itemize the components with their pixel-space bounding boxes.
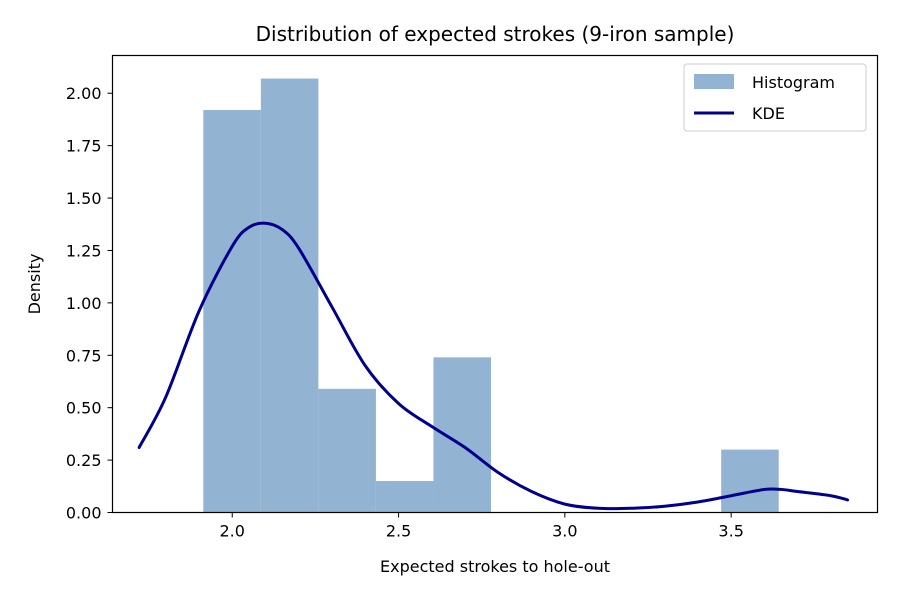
legend: Histogram KDE — [683, 63, 867, 132]
histogram-bar — [318, 388, 376, 513]
y-tick-label: 1.00 — [66, 294, 102, 313]
y-tick-label: 2.00 — [66, 84, 102, 103]
y-tick-label: 0.75 — [66, 346, 102, 365]
histogram-bar — [375, 481, 434, 513]
x-tick-label: 2.5 — [386, 522, 411, 541]
histogram-bar — [260, 78, 319, 513]
y-tick-label: 1.25 — [66, 241, 102, 260]
x-tick-label: 2.0 — [220, 522, 245, 541]
histogram-bar — [433, 357, 492, 513]
y-tick-label: 0.50 — [66, 399, 102, 418]
y-tick-label: 1.50 — [66, 189, 102, 208]
legend-kde-label: KDE — [752, 104, 785, 123]
kde-line — [137, 221, 850, 511]
legend-histogram-swatch — [694, 74, 734, 89]
y-axis-ticks: 0.00 0.25 0.50 0.75 1.00 1.25 1.50 1.75 2.00 — [66, 84, 113, 523]
y-tick-label: 0.00 — [66, 504, 102, 523]
x-axis-ticks: 2.0 2.5 3.0 3.5 — [220, 512, 744, 541]
chart-title: Distribution of expected strokes (9-iron… — [256, 22, 735, 46]
legend-histogram-label: Histogram — [752, 73, 835, 92]
y-tick-label: 1.75 — [66, 137, 102, 156]
x-axis-label: Expected strokes to hole-out — [380, 557, 610, 576]
plot-frame — [111, 54, 879, 514]
kde-layer — [137, 221, 850, 511]
x-tick-label: 3.0 — [552, 522, 577, 541]
histogram-bars — [203, 78, 779, 513]
histogram-bar — [721, 449, 779, 513]
histogram-bar — [203, 110, 261, 513]
y-tick-label: 0.25 — [66, 451, 102, 470]
x-tick-label: 3.5 — [718, 522, 743, 541]
y-axis-label: Density — [25, 254, 44, 315]
